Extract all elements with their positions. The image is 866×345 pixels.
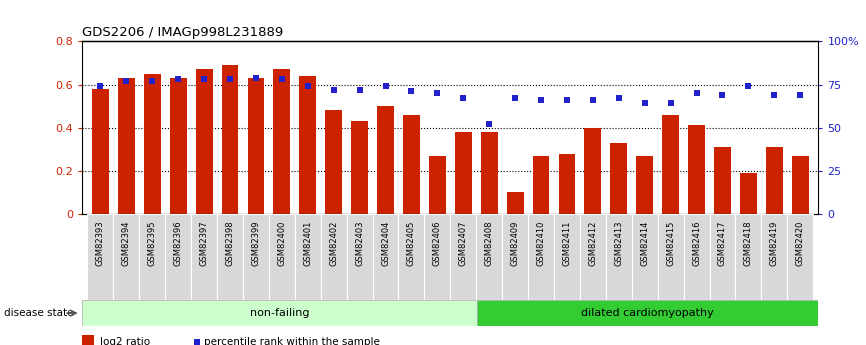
Text: log2 ratio: log2 ratio	[100, 337, 151, 345]
Bar	[580, 214, 606, 300]
Text: GSM82409: GSM82409	[511, 221, 520, 266]
Bar	[274, 69, 290, 214]
Text: GSM82393: GSM82393	[96, 221, 105, 266]
Text: GSM82419: GSM82419	[770, 221, 779, 266]
Text: GSM82403: GSM82403	[355, 221, 364, 266]
Bar	[481, 132, 498, 214]
Bar	[792, 156, 809, 214]
Bar	[528, 214, 554, 300]
Bar	[268, 214, 294, 300]
Bar	[87, 214, 113, 300]
Bar	[377, 106, 394, 214]
Text: GSM82413: GSM82413	[614, 221, 624, 266]
Text: GSM82408: GSM82408	[485, 221, 494, 266]
Text: GSM82400: GSM82400	[277, 221, 287, 266]
Bar	[82, 335, 94, 345]
Bar	[714, 147, 731, 214]
Text: GSM82420: GSM82420	[796, 221, 805, 266]
Text: GSM82401: GSM82401	[303, 221, 313, 266]
Bar	[398, 214, 424, 300]
Bar	[191, 214, 217, 300]
Text: GSM82418: GSM82418	[744, 221, 753, 266]
Bar	[372, 214, 398, 300]
Bar	[294, 214, 320, 300]
Text: GSM82407: GSM82407	[459, 221, 468, 266]
Bar	[606, 214, 632, 300]
Bar	[118, 78, 135, 214]
Bar	[403, 115, 420, 214]
Bar	[165, 214, 191, 300]
Bar	[217, 214, 243, 300]
Bar	[683, 214, 709, 300]
Text: GSM82394: GSM82394	[122, 221, 131, 266]
Bar	[502, 214, 528, 300]
Bar	[320, 214, 346, 300]
Text: GDS2206 / IMAGp998L231889: GDS2206 / IMAGp998L231889	[82, 26, 283, 39]
Text: GSM82410: GSM82410	[537, 221, 546, 266]
Bar	[735, 214, 761, 300]
Bar	[632, 214, 657, 300]
Text: dilated cardiomyopathy: dilated cardiomyopathy	[581, 308, 714, 318]
Bar	[585, 128, 601, 214]
Text: GSM82406: GSM82406	[433, 221, 442, 266]
Text: GSM82402: GSM82402	[329, 221, 339, 266]
Bar	[657, 214, 683, 300]
Bar	[222, 65, 238, 214]
Bar	[709, 214, 735, 300]
Bar	[766, 147, 783, 214]
Bar	[559, 154, 575, 214]
Bar	[761, 214, 787, 300]
Text: GSM82398: GSM82398	[225, 221, 235, 266]
Text: GSM82396: GSM82396	[174, 221, 183, 266]
Text: GSM82397: GSM82397	[199, 221, 209, 266]
Text: GSM82399: GSM82399	[251, 221, 261, 266]
Text: GSM82417: GSM82417	[718, 221, 727, 266]
Bar	[533, 156, 549, 214]
Text: non-failing: non-failing	[249, 308, 309, 318]
Text: percentile rank within the sample: percentile rank within the sample	[204, 337, 380, 345]
Bar	[300, 76, 316, 214]
Bar	[170, 78, 186, 214]
Bar	[346, 214, 372, 300]
Bar	[248, 78, 264, 214]
Bar	[450, 214, 476, 300]
Bar	[507, 193, 524, 214]
Bar	[455, 132, 472, 214]
Bar	[82, 300, 476, 326]
Text: GSM82411: GSM82411	[562, 221, 572, 266]
Bar	[326, 110, 342, 214]
Bar	[196, 69, 212, 214]
Text: disease state: disease state	[4, 308, 74, 318]
Text: GSM82416: GSM82416	[692, 221, 701, 266]
Bar	[787, 214, 813, 300]
Bar	[554, 214, 580, 300]
Bar	[688, 126, 705, 214]
Bar	[662, 115, 679, 214]
Bar	[139, 214, 165, 300]
Text: GSM82404: GSM82404	[381, 221, 390, 266]
Bar	[611, 143, 627, 214]
Bar	[637, 156, 653, 214]
Bar	[424, 214, 450, 300]
Bar	[740, 173, 757, 214]
Text: GSM82415: GSM82415	[666, 221, 675, 266]
Bar	[243, 214, 268, 300]
Bar	[113, 214, 139, 300]
Text: GSM82412: GSM82412	[588, 221, 598, 266]
Bar	[476, 300, 818, 326]
Bar	[352, 121, 368, 214]
Text: GSM82405: GSM82405	[407, 221, 416, 266]
Text: GSM82414: GSM82414	[640, 221, 650, 266]
Text: GSM82395: GSM82395	[148, 221, 157, 266]
Bar	[476, 214, 502, 300]
Bar	[92, 89, 109, 214]
Bar	[429, 156, 446, 214]
Bar	[144, 74, 161, 214]
